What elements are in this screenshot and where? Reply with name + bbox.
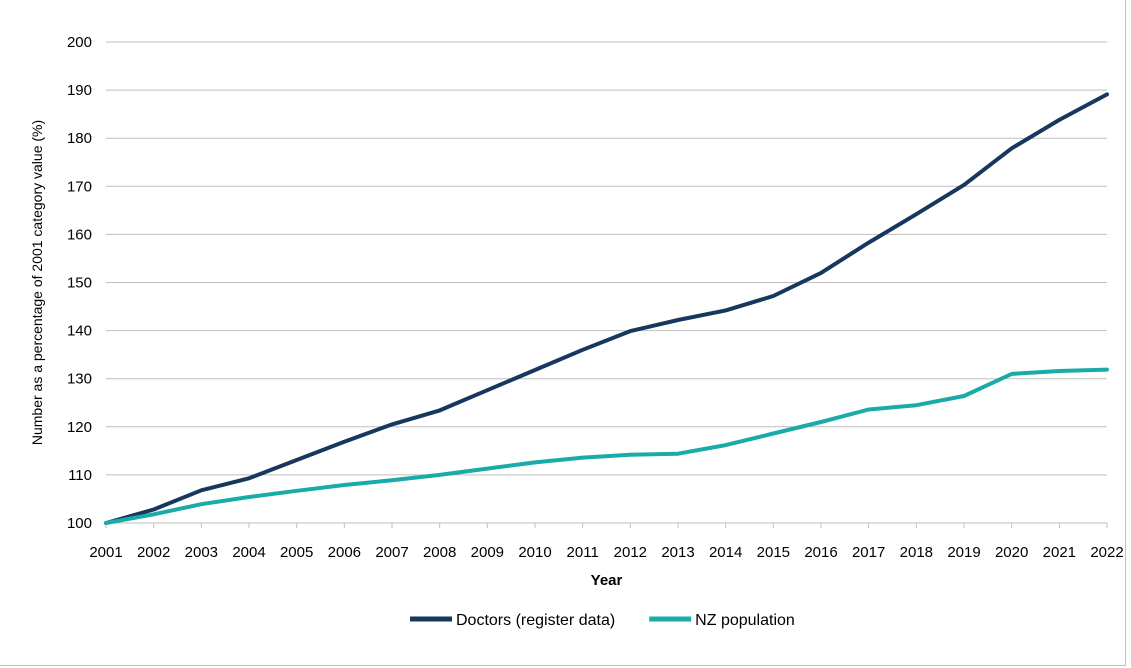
x-tick-label: 2008 — [423, 544, 456, 561]
x-tick-label: 2012 — [614, 544, 647, 561]
y-tick-label: 130 — [67, 371, 92, 388]
y-tick-label: 120 — [67, 419, 92, 436]
y-tick-label: 180 — [67, 130, 92, 147]
x-tick-label: 2011 — [567, 544, 599, 561]
legend-label-2: NZ population — [695, 612, 795, 629]
x-tick-label: 2016 — [804, 544, 837, 561]
x-tick-label: 2006 — [328, 544, 361, 561]
x-tick-label: 2001 — [89, 544, 122, 561]
x-tick-label: 2018 — [900, 544, 933, 561]
y-tick-label: 170 — [67, 178, 92, 195]
x-tick-label: 2002 — [137, 544, 170, 561]
legend-label-1: Doctors (register data) — [456, 612, 615, 629]
x-tick-label: 2005 — [280, 544, 313, 561]
x-tick-label: 2021 — [1043, 544, 1076, 561]
x-tick-label: 2013 — [661, 544, 694, 561]
x-axis-title: Year — [591, 572, 623, 589]
y-axis-title: Number as a percentage of 2001 category … — [29, 120, 45, 445]
x-tick-label: 2017 — [852, 544, 885, 561]
y-tick-label: 160 — [67, 226, 92, 243]
x-tick-label: 2019 — [947, 544, 980, 561]
x-tick-label: 2004 — [232, 544, 265, 561]
y-tick-label: 140 — [67, 323, 92, 340]
x-tick-label: 2022 — [1090, 544, 1123, 561]
x-tick-label: 2015 — [757, 544, 790, 561]
x-tick-label: 2010 — [518, 544, 551, 561]
x-tick-label: 2003 — [185, 544, 218, 561]
series-line-2 — [104, 367, 1109, 525]
series-line-1 — [104, 92, 1109, 525]
y-tick-label: 100 — [67, 515, 92, 532]
y-tick-label: 150 — [67, 275, 92, 292]
legend: Doctors (register data) NZ population — [410, 612, 795, 629]
x-tick-label: 2009 — [471, 544, 504, 561]
y-tick-labels: 100 110 120 130 140 150 160 170 180 190 200 — [67, 34, 92, 532]
gridlines — [106, 41, 1107, 524]
x-tick-label: 2020 — [995, 544, 1028, 561]
x-tick-labels: 2001 2002 2003 2004 2005 2006 2007 2008 2009 2010… — [89, 523, 1124, 561]
y-tick-label: 110 — [68, 467, 92, 484]
x-tick-label: 2014 — [709, 544, 742, 561]
y-tick-label: 190 — [67, 82, 92, 99]
y-tick-label: 200 — [67, 34, 92, 51]
x-tick-label: 2007 — [375, 544, 408, 561]
series-lines — [104, 92, 1109, 525]
